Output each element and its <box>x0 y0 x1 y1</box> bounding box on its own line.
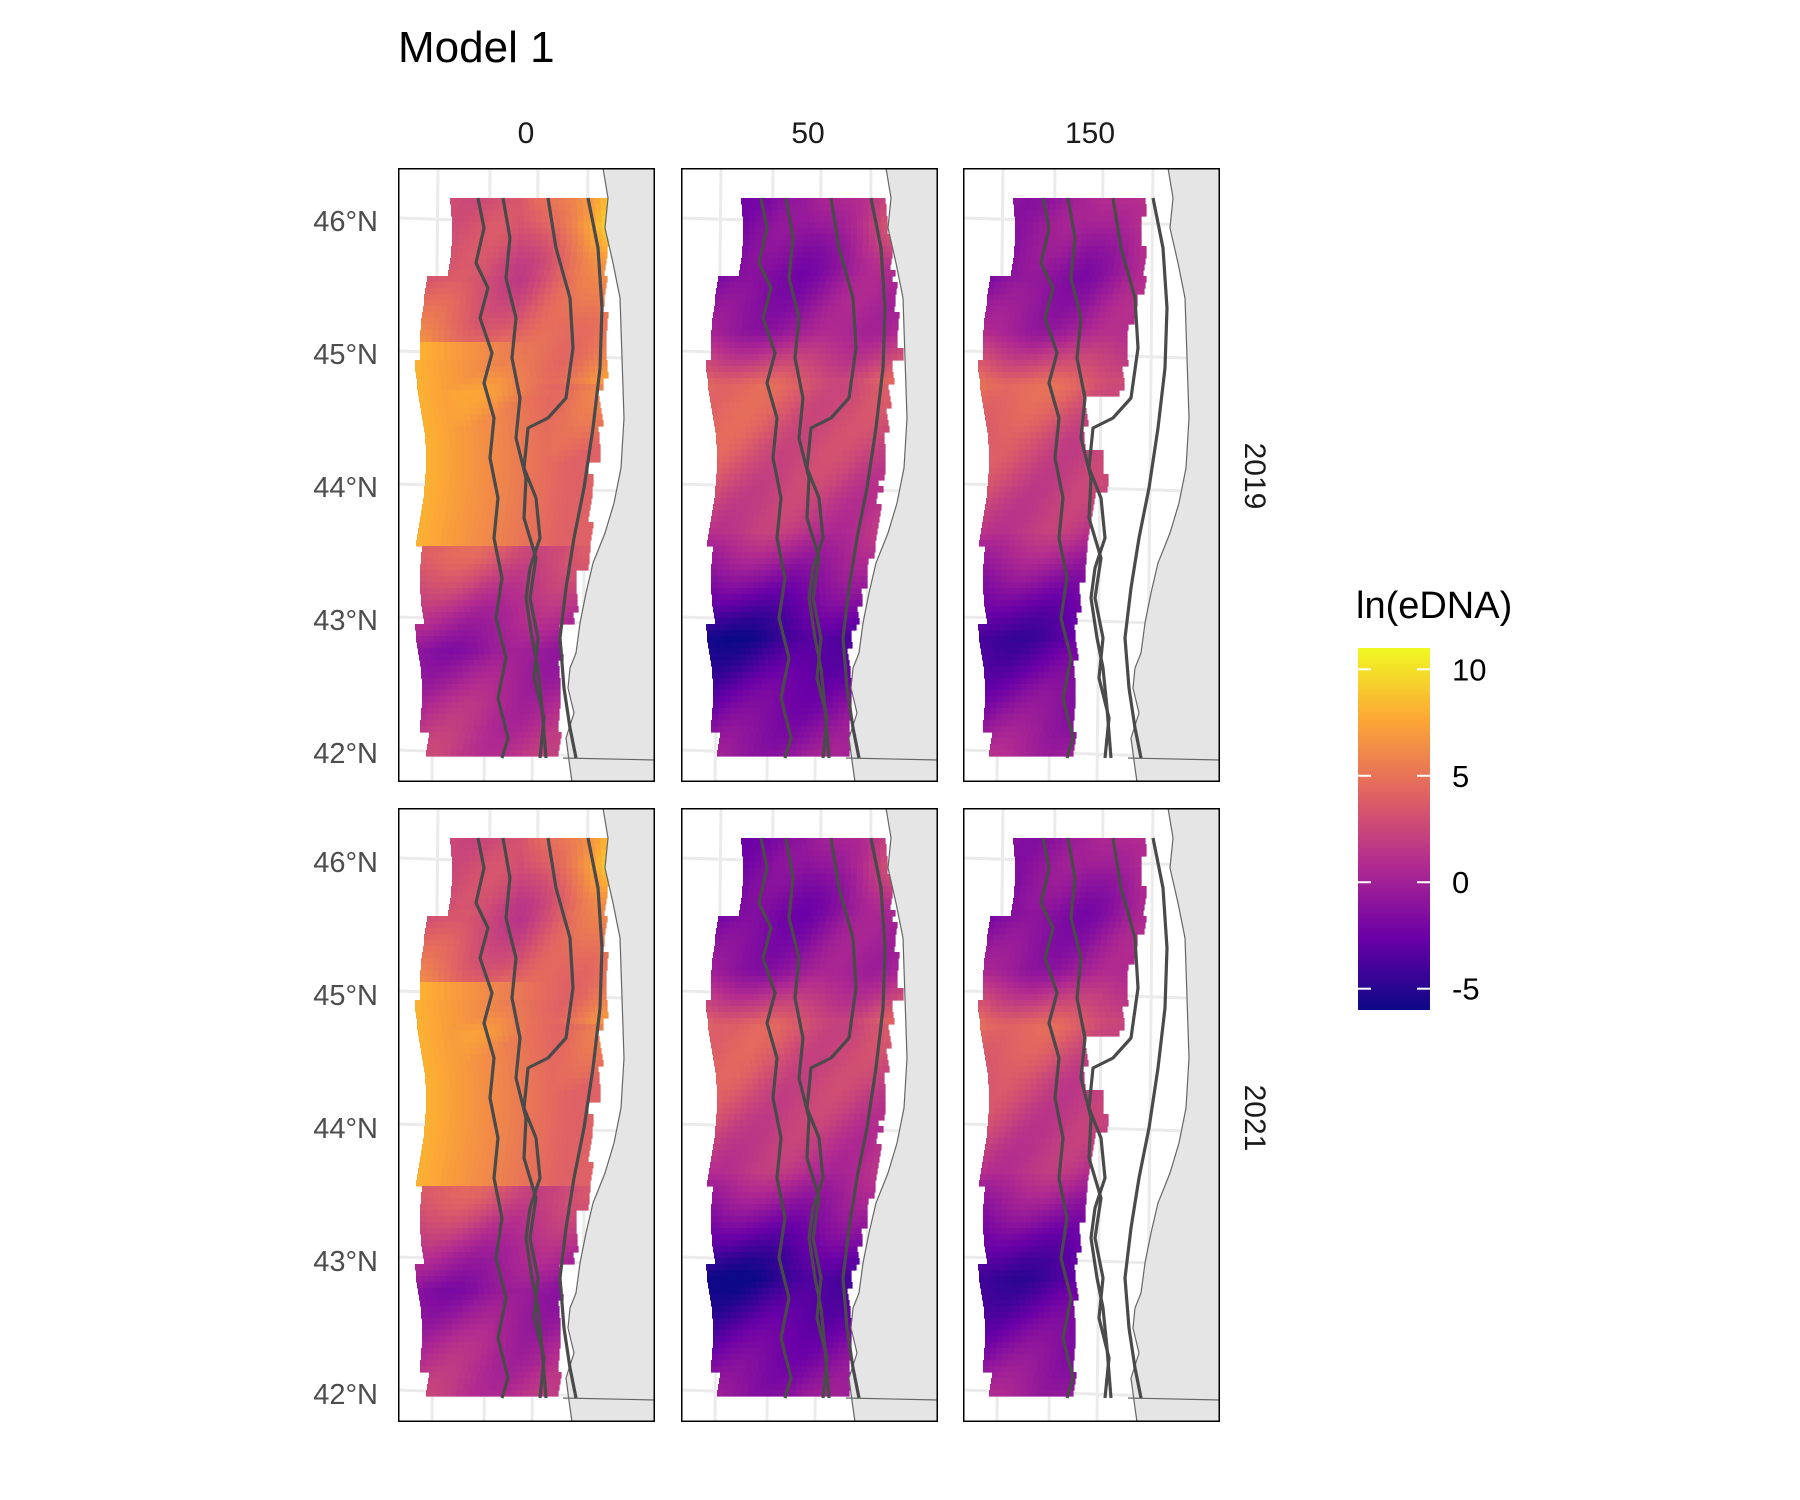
panel-border <box>398 168 655 782</box>
land-mass <box>565 168 655 782</box>
lat-label-43: 43°N <box>313 1246 378 1278</box>
state-border <box>562 757 655 761</box>
column-label-0: 0 <box>518 117 535 150</box>
isobath-line <box>501 197 546 759</box>
map-panel <box>681 168 938 782</box>
legend-tick-label: 5 <box>1452 759 1469 794</box>
isobath-line <box>474 837 510 1399</box>
isobath-line <box>784 197 829 759</box>
panel-border <box>681 808 938 1422</box>
isobath-contours <box>474 197 604 759</box>
isobath-line <box>501 837 546 1399</box>
legend-tick-label: 10 <box>1452 652 1486 687</box>
isobath-line <box>805 837 858 1399</box>
legend-title: ln(eDNA) <box>1356 585 1512 627</box>
map-panel <box>398 808 655 1422</box>
panel-border <box>963 168 1220 782</box>
isobath-line <box>757 197 793 759</box>
isobath-line <box>558 837 604 1399</box>
isobath-line <box>1123 197 1169 759</box>
state-border <box>562 1397 655 1401</box>
isobath-line <box>558 197 604 759</box>
map-panel <box>681 808 938 1422</box>
lat-label-46: 46°N <box>313 206 378 238</box>
panel-border <box>963 808 1220 1422</box>
land-mass <box>848 168 938 782</box>
isobath-line <box>1066 197 1111 759</box>
isobath-line <box>1066 837 1111 1399</box>
isobath-line <box>1039 837 1075 1399</box>
lat-label-44: 44°N <box>313 1113 378 1145</box>
isobath-line <box>1087 837 1140 1399</box>
column-label-50: 50 <box>791 117 824 150</box>
isobath-contours <box>474 837 604 1399</box>
panel-border <box>681 168 938 782</box>
latitude-labels-2021: 46°N 45°N 44°N 43°N 42°N <box>313 847 378 1411</box>
isobath-contours <box>1039 197 1169 759</box>
prediction-raster <box>978 198 1147 757</box>
column-label-150: 150 <box>1065 117 1115 150</box>
legend-colorbar <box>1358 648 1430 1010</box>
legend-ticks: -5 0 5 10 <box>1358 652 1486 1007</box>
panel-border <box>398 808 655 1422</box>
lat-label-42: 42°N <box>313 738 378 770</box>
latitude-labels-2019: 46°N 45°N 44°N 43°N 42°N <box>313 206 378 770</box>
lat-label-46: 46°N <box>313 847 378 879</box>
isobath-line <box>1087 197 1140 759</box>
lat-label-43: 43°N <box>313 605 378 637</box>
figure-title: Model 1 <box>398 23 555 72</box>
land-mass <box>565 808 655 1422</box>
land-mass <box>1130 168 1220 782</box>
state-border <box>845 1397 938 1401</box>
map-panel <box>398 168 655 782</box>
legend-tick-label: 0 <box>1452 865 1469 900</box>
state-border <box>1127 1397 1220 1401</box>
isobath-line <box>1123 837 1169 1399</box>
isobath-contours <box>757 837 887 1399</box>
map-panel <box>963 168 1220 782</box>
isobath-line <box>1039 197 1075 759</box>
isobath-line <box>522 837 575 1399</box>
land-mass <box>1130 808 1220 1422</box>
isobath-line <box>522 197 575 759</box>
isobath-contours <box>757 197 887 759</box>
land-mass <box>848 808 938 1422</box>
isobath-contours <box>1039 837 1169 1399</box>
isobath-line <box>805 197 858 759</box>
legend-tick-label: -5 <box>1452 972 1480 1007</box>
isobath-line <box>784 837 829 1399</box>
lat-label-42: 42°N <box>313 1379 378 1411</box>
map-panels <box>398 168 1220 1422</box>
lat-label-44: 44°N <box>313 472 378 504</box>
state-border <box>845 757 938 761</box>
isobath-line <box>841 837 887 1399</box>
isobath-line <box>841 197 887 759</box>
isobath-line <box>757 837 793 1399</box>
lat-label-45: 45°N <box>313 339 378 371</box>
isobath-line <box>474 197 510 759</box>
state-border <box>1127 757 1220 761</box>
map-panel <box>963 808 1220 1422</box>
prediction-raster <box>978 838 1147 1397</box>
row-label-2021: 2021 <box>1238 1085 1271 1152</box>
row-label-2019: 2019 <box>1238 443 1271 510</box>
lat-label-45: 45°N <box>313 980 378 1012</box>
legend: ln(eDNA) -5 0 5 10 <box>1356 585 1512 1010</box>
